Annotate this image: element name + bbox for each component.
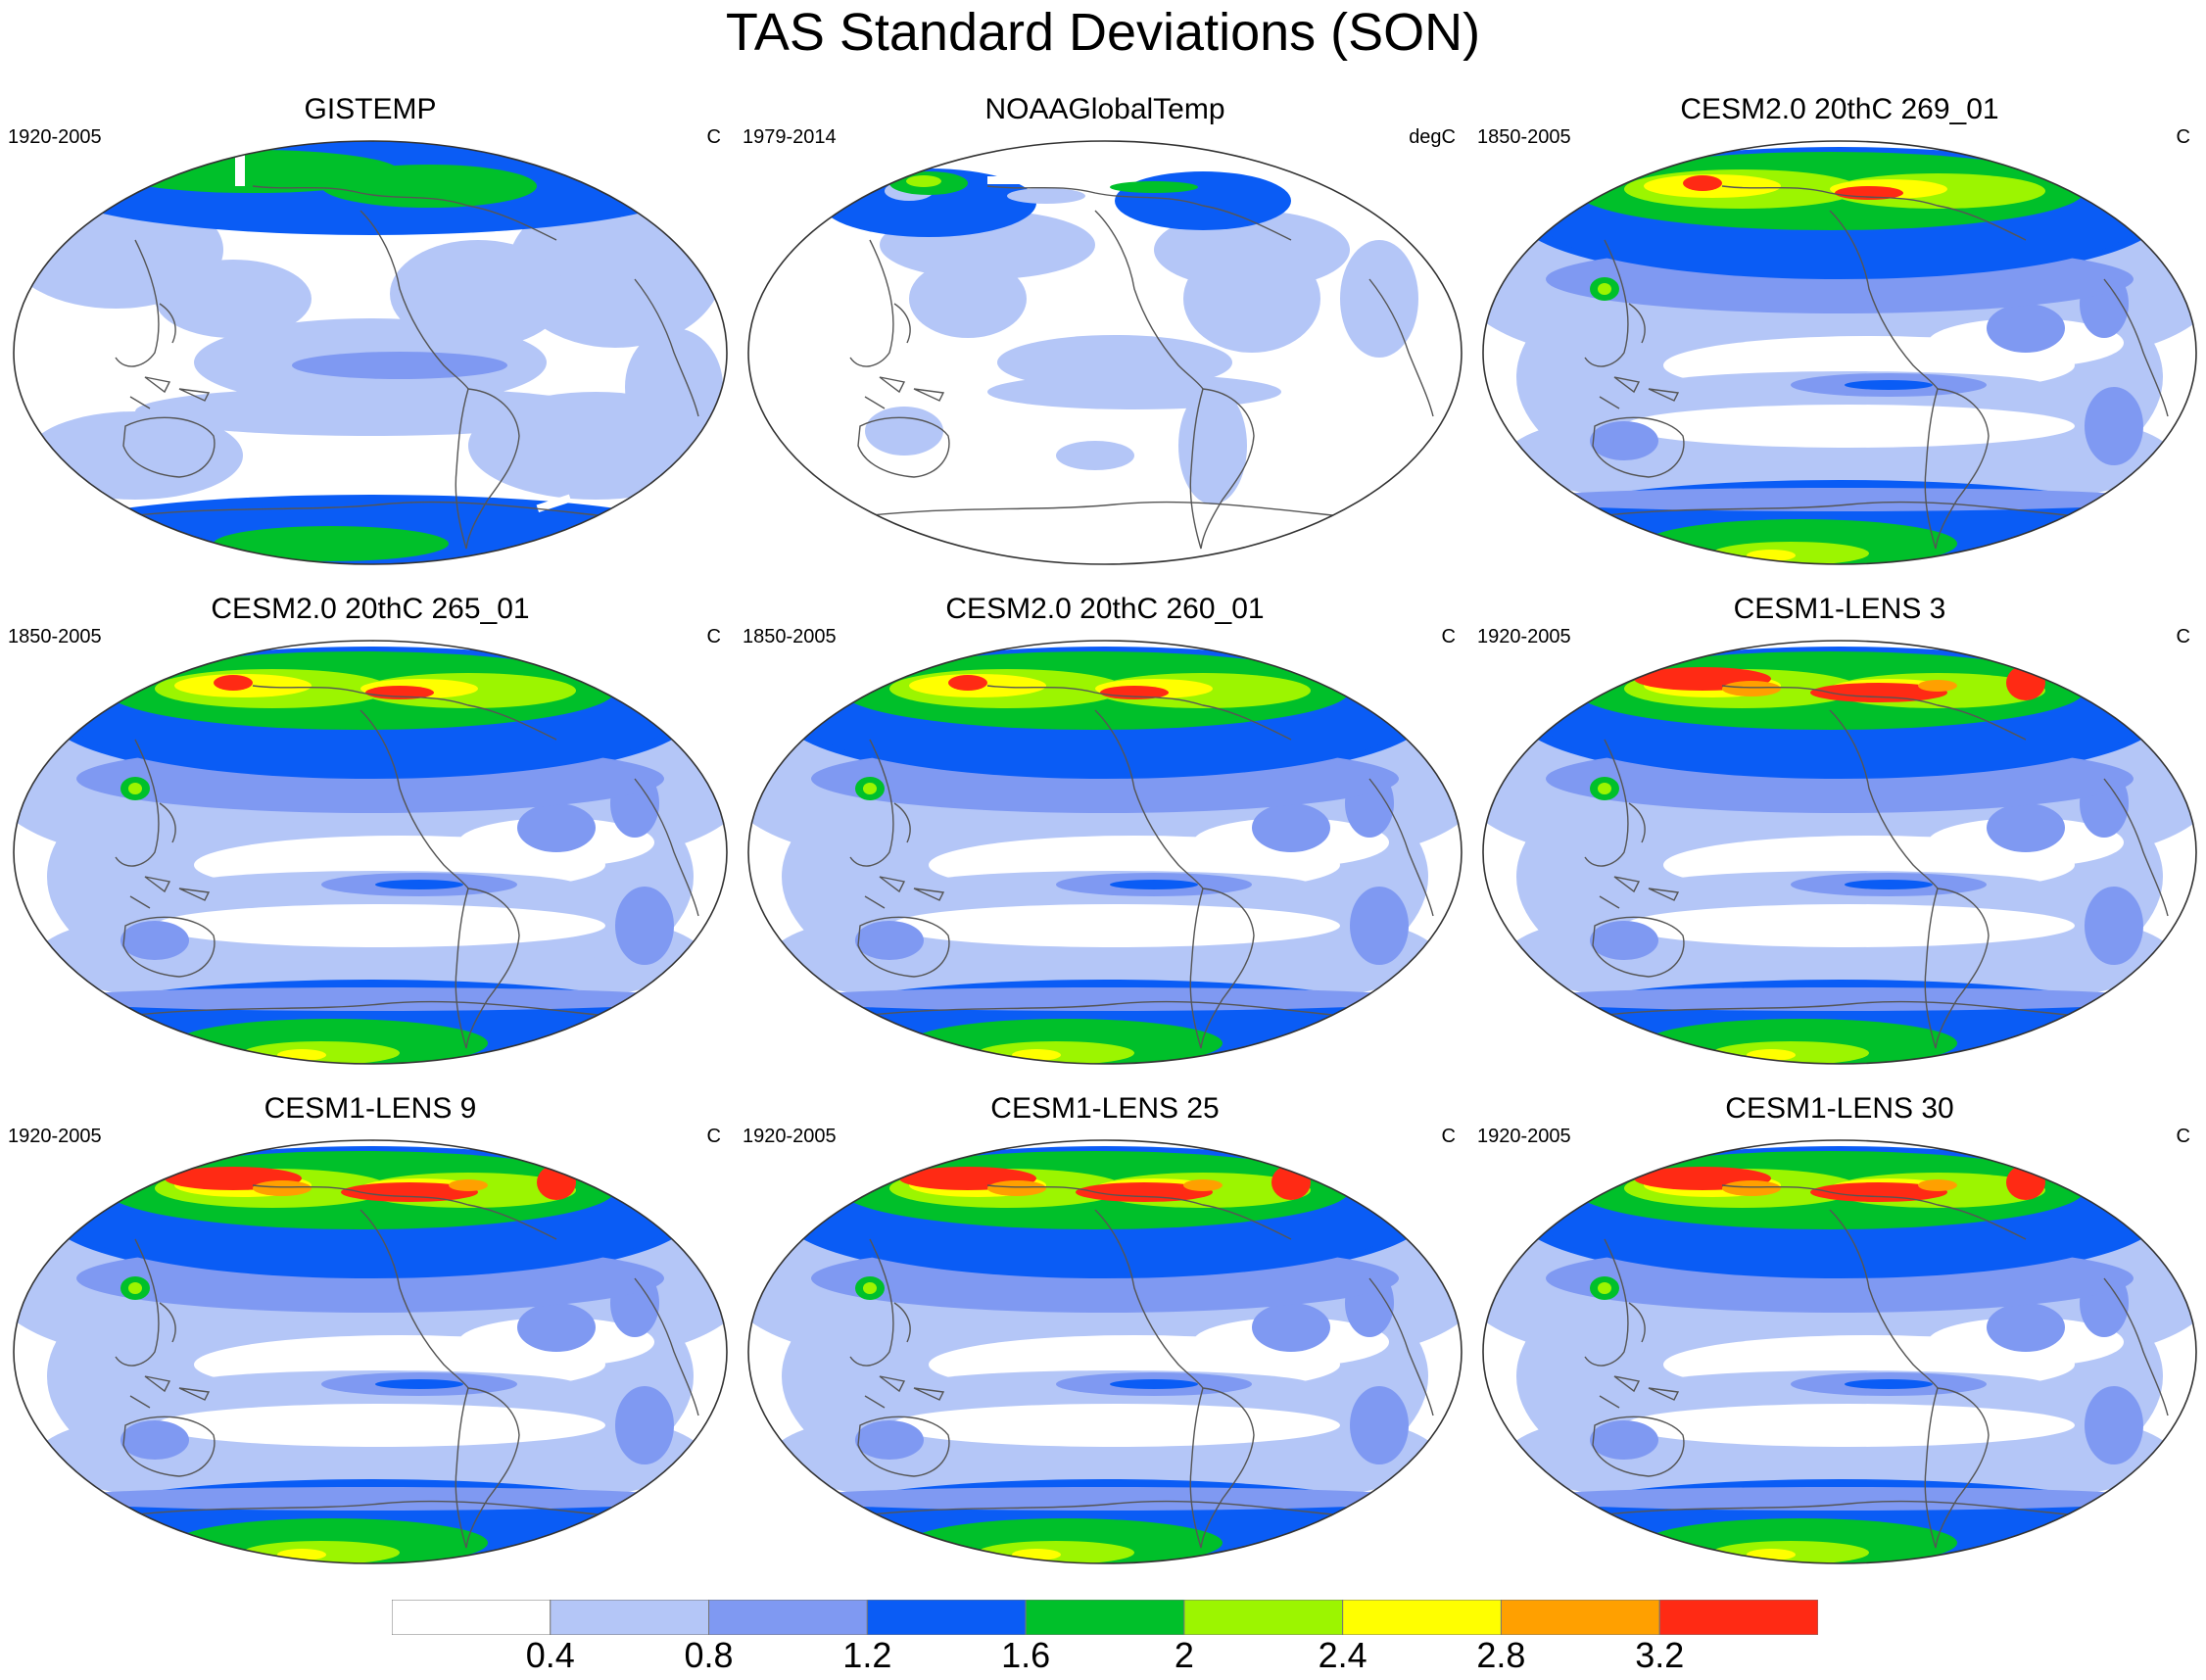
- map-projection: [747, 640, 1463, 1065]
- panel-title: NOAAGlobalTemp: [984, 93, 1225, 125]
- map-projection: [747, 140, 1463, 565]
- colorbar-tick-label: 0.4: [525, 1635, 575, 1675]
- panel-period: 1920-2005: [1477, 1126, 1571, 1147]
- panel-title: CESM2.0 20thC 260_01: [945, 593, 1265, 625]
- panel-title: CESM1-LENS 9: [264, 1092, 477, 1125]
- figure-title: TAS Standard Deviations (SON): [725, 3, 1481, 62]
- colorbar-swatch: [550, 1600, 710, 1635]
- colorbar-tick-label: 3.2: [1635, 1635, 1685, 1675]
- map-panel: CESM1-LENS 25 1920-2005 C: [743, 1092, 1467, 1564]
- colorbar-swatch: [1342, 1600, 1502, 1635]
- panel-period: 1979-2014: [743, 126, 837, 148]
- colorbar-swatch: [1025, 1600, 1185, 1635]
- map-panel: CESM1-LENS 9 1920-2005 C: [8, 1092, 733, 1564]
- panel-period: 1920-2005: [8, 1126, 102, 1147]
- panel-units: C: [706, 1126, 721, 1147]
- panel-period: 1850-2005: [1477, 126, 1571, 148]
- colorbar-tick-label: 0.8: [684, 1635, 734, 1675]
- panel-units: C: [2176, 126, 2190, 148]
- panel-title: GISTEMP: [304, 93, 437, 125]
- colorbar-tick-label: 2.8: [1476, 1635, 1526, 1675]
- map-projection: [13, 1139, 728, 1564]
- panel-period: 1920-2005: [1477, 626, 1571, 648]
- panel-title: CESM1-LENS 30: [1725, 1092, 1954, 1125]
- colorbar-swatch: [1183, 1600, 1344, 1635]
- colorbar-swatch: [392, 1600, 552, 1635]
- map-panel: NOAAGlobalTemp 1979-2014 degC: [743, 93, 1467, 565]
- colorbar: [392, 1600, 1818, 1635]
- map-panel: CESM1-LENS 3 1920-2005 C: [1477, 593, 2202, 1065]
- map-panel: CESM2.0 20thC 260_01 1850-2005 C: [743, 593, 1467, 1065]
- panel-units: degC: [1409, 126, 1456, 148]
- panel-period: 1850-2005: [8, 626, 102, 648]
- map-panel: CESM2.0 20thC 269_01 1850-2005 C: [1477, 93, 2202, 565]
- panel-period: 1850-2005: [743, 626, 837, 648]
- panel-period: 1920-2005: [8, 126, 102, 148]
- colorbar-tick-label: 2.4: [1318, 1635, 1367, 1675]
- map-projection: [1482, 1139, 2197, 1564]
- map-projection: [1482, 640, 2197, 1065]
- colorbar-tick-label: 2: [1174, 1635, 1194, 1675]
- colorbar-tick-label: 1.6: [1001, 1635, 1051, 1675]
- colorbar-swatch: [1500, 1600, 1660, 1635]
- panel-title: CESM1-LENS 25: [990, 1092, 1220, 1125]
- colorbar-swatch: [1658, 1600, 1818, 1635]
- map-panel: CESM2.0 20thC 265_01 1850-2005 C: [8, 593, 733, 1065]
- colorbar-tick-label: 1.2: [842, 1635, 892, 1675]
- panel-units: C: [706, 626, 721, 648]
- map-panel: GISTEMP 1920-2005 C: [8, 93, 733, 565]
- panel-units: C: [2176, 626, 2190, 648]
- map-projection: [747, 1139, 1463, 1564]
- colorbar-swatch: [866, 1600, 1027, 1635]
- panel-title: CESM2.0 20thC 265_01: [211, 593, 530, 625]
- panel-units: C: [1441, 626, 1456, 648]
- panel-title: CESM1-LENS 3: [1733, 593, 1946, 625]
- map-projection: [1482, 140, 2197, 565]
- panel-title: CESM2.0 20thC 269_01: [1680, 93, 1999, 125]
- panel-period: 1920-2005: [743, 1126, 837, 1147]
- panel-units: C: [2176, 1126, 2190, 1147]
- map-panel: CESM1-LENS 30 1920-2005 C: [1477, 1092, 2202, 1564]
- panel-units: C: [706, 126, 721, 148]
- map-projection: [13, 140, 728, 565]
- map-projection: [13, 640, 728, 1065]
- panel-units: C: [1441, 1126, 1456, 1147]
- colorbar-swatch: [708, 1600, 868, 1635]
